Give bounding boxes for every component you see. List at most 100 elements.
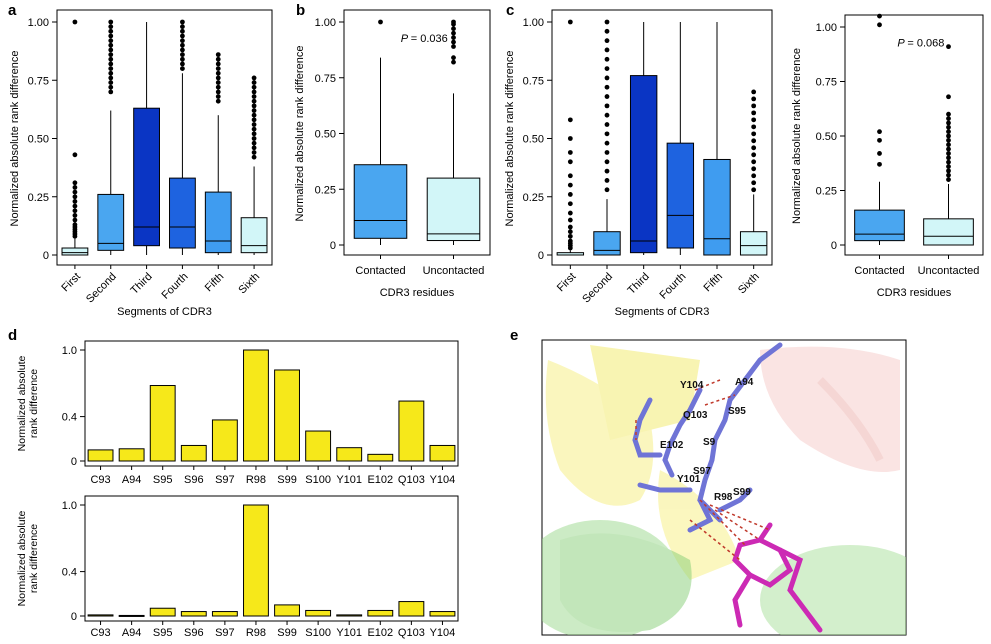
residue-label: Y104 xyxy=(680,380,704,391)
x-tick-label: S99 xyxy=(277,627,297,639)
y-axis-label-line1: Normalized absolute xyxy=(16,510,28,606)
x-axis-label: CDR3 residues xyxy=(877,287,952,299)
y-tick-label: 0.50 xyxy=(315,129,336,141)
outlier-point xyxy=(215,66,221,71)
outlier-point xyxy=(946,116,951,121)
y-tick-label: 0.25 xyxy=(523,192,544,204)
outlier-point xyxy=(180,19,185,25)
x-tick-label: Sixth xyxy=(236,271,262,297)
outlier-point xyxy=(72,217,78,223)
bar xyxy=(429,444,456,462)
y-tick-label: 0.75 xyxy=(315,73,336,85)
outlier-point xyxy=(72,203,78,209)
y-tick-label: 0.75 xyxy=(816,77,837,89)
outlier-point xyxy=(251,98,257,104)
y-tick-label: 1.00 xyxy=(816,22,837,34)
outlier-point xyxy=(946,142,951,148)
x-tick-label: Fourth xyxy=(657,271,688,302)
outlier-point xyxy=(604,122,610,127)
outlier-point xyxy=(751,89,757,95)
x-tick-label: Contacted xyxy=(854,265,904,277)
outlier-point xyxy=(251,89,257,95)
p-label: P xyxy=(401,33,411,45)
outlier-point xyxy=(180,56,185,62)
bar xyxy=(367,453,394,462)
panel-letter-e: e xyxy=(510,327,519,344)
outlier-point xyxy=(946,155,951,161)
outlier-point xyxy=(251,84,257,90)
outlier-point xyxy=(108,80,114,85)
outlier-point xyxy=(946,120,951,126)
outlier-point xyxy=(751,124,757,130)
x-tick-label: First xyxy=(59,271,83,295)
x-tick-label: S95 xyxy=(153,474,173,486)
x-tick-label: Third xyxy=(128,271,154,297)
x-axis-label: Segments of CDR3 xyxy=(615,306,710,318)
outlier-point xyxy=(604,140,610,146)
outlier-point xyxy=(215,70,221,76)
bar xyxy=(149,607,176,617)
outlier-point xyxy=(378,19,383,25)
panel-c-right: 0 0.25 0.50 0.75 1.00 Normalized absolute ran… xyxy=(791,13,984,299)
outlier-point xyxy=(108,75,114,81)
outlier-point xyxy=(251,154,257,160)
outlier-point xyxy=(215,75,221,81)
p-value: = 0.036 xyxy=(411,33,448,45)
x-tick-label: R98 xyxy=(246,627,266,639)
bar xyxy=(274,369,300,462)
x-axis-label: CDR3 residues xyxy=(380,287,455,299)
box xyxy=(739,231,768,256)
box xyxy=(353,164,408,239)
x-tick-label: Fourth xyxy=(160,271,191,302)
y-tick-label: 0 xyxy=(538,250,544,262)
outlier-point xyxy=(251,140,257,146)
outlier-point xyxy=(72,19,78,25)
y-tick-label: 0.25 xyxy=(28,192,49,204)
bar xyxy=(87,449,114,462)
outlier-point xyxy=(108,28,114,34)
outlier-point xyxy=(567,245,573,251)
p-value-annotation: P = 0.068 xyxy=(897,38,944,50)
outlier-point xyxy=(180,47,185,53)
p-value: = 0.068 xyxy=(907,38,944,50)
outlier-point xyxy=(251,122,257,127)
bar xyxy=(398,400,425,462)
plot-frame xyxy=(84,340,459,467)
x-tick-label: S96 xyxy=(184,474,204,486)
x-tick-label: A94 xyxy=(122,627,142,639)
outlier-point xyxy=(180,66,185,71)
y-tick-label: 0.25 xyxy=(315,184,336,196)
outlier-point xyxy=(251,126,257,132)
outlier-point xyxy=(751,96,757,102)
residue-label: Q103 xyxy=(683,410,708,421)
x-tick-label: C93 xyxy=(90,627,110,639)
y-tick-label: 0 xyxy=(43,250,49,262)
outlier-point xyxy=(72,212,78,218)
outlier-point xyxy=(604,47,610,53)
outlier-point xyxy=(72,208,78,214)
outlier-point xyxy=(72,152,78,158)
outlier-point xyxy=(604,112,610,118)
outlier-point xyxy=(567,182,573,188)
cdr3-loop xyxy=(632,342,783,533)
outlier-point xyxy=(451,39,456,45)
residue-label: S95 xyxy=(728,406,746,417)
bar xyxy=(243,504,269,617)
residue-label: S99 xyxy=(733,487,751,498)
outlier-point xyxy=(180,61,185,67)
x-tick-label: S100 xyxy=(305,627,331,639)
outlier-point xyxy=(877,137,882,143)
x-tick-label: Q103 xyxy=(398,627,425,639)
box xyxy=(97,193,125,251)
outlier-point xyxy=(604,19,610,25)
residue-label: S9 xyxy=(703,437,716,448)
outlier-point xyxy=(251,136,257,141)
x-tick-label: Second xyxy=(84,271,119,306)
outlier-point xyxy=(215,89,221,95)
ligand xyxy=(732,522,823,633)
y-axis-label-line1: Normalized absolute xyxy=(16,355,28,451)
outlier-point xyxy=(108,61,114,67)
outlier-point xyxy=(251,112,257,118)
bar xyxy=(336,447,363,462)
